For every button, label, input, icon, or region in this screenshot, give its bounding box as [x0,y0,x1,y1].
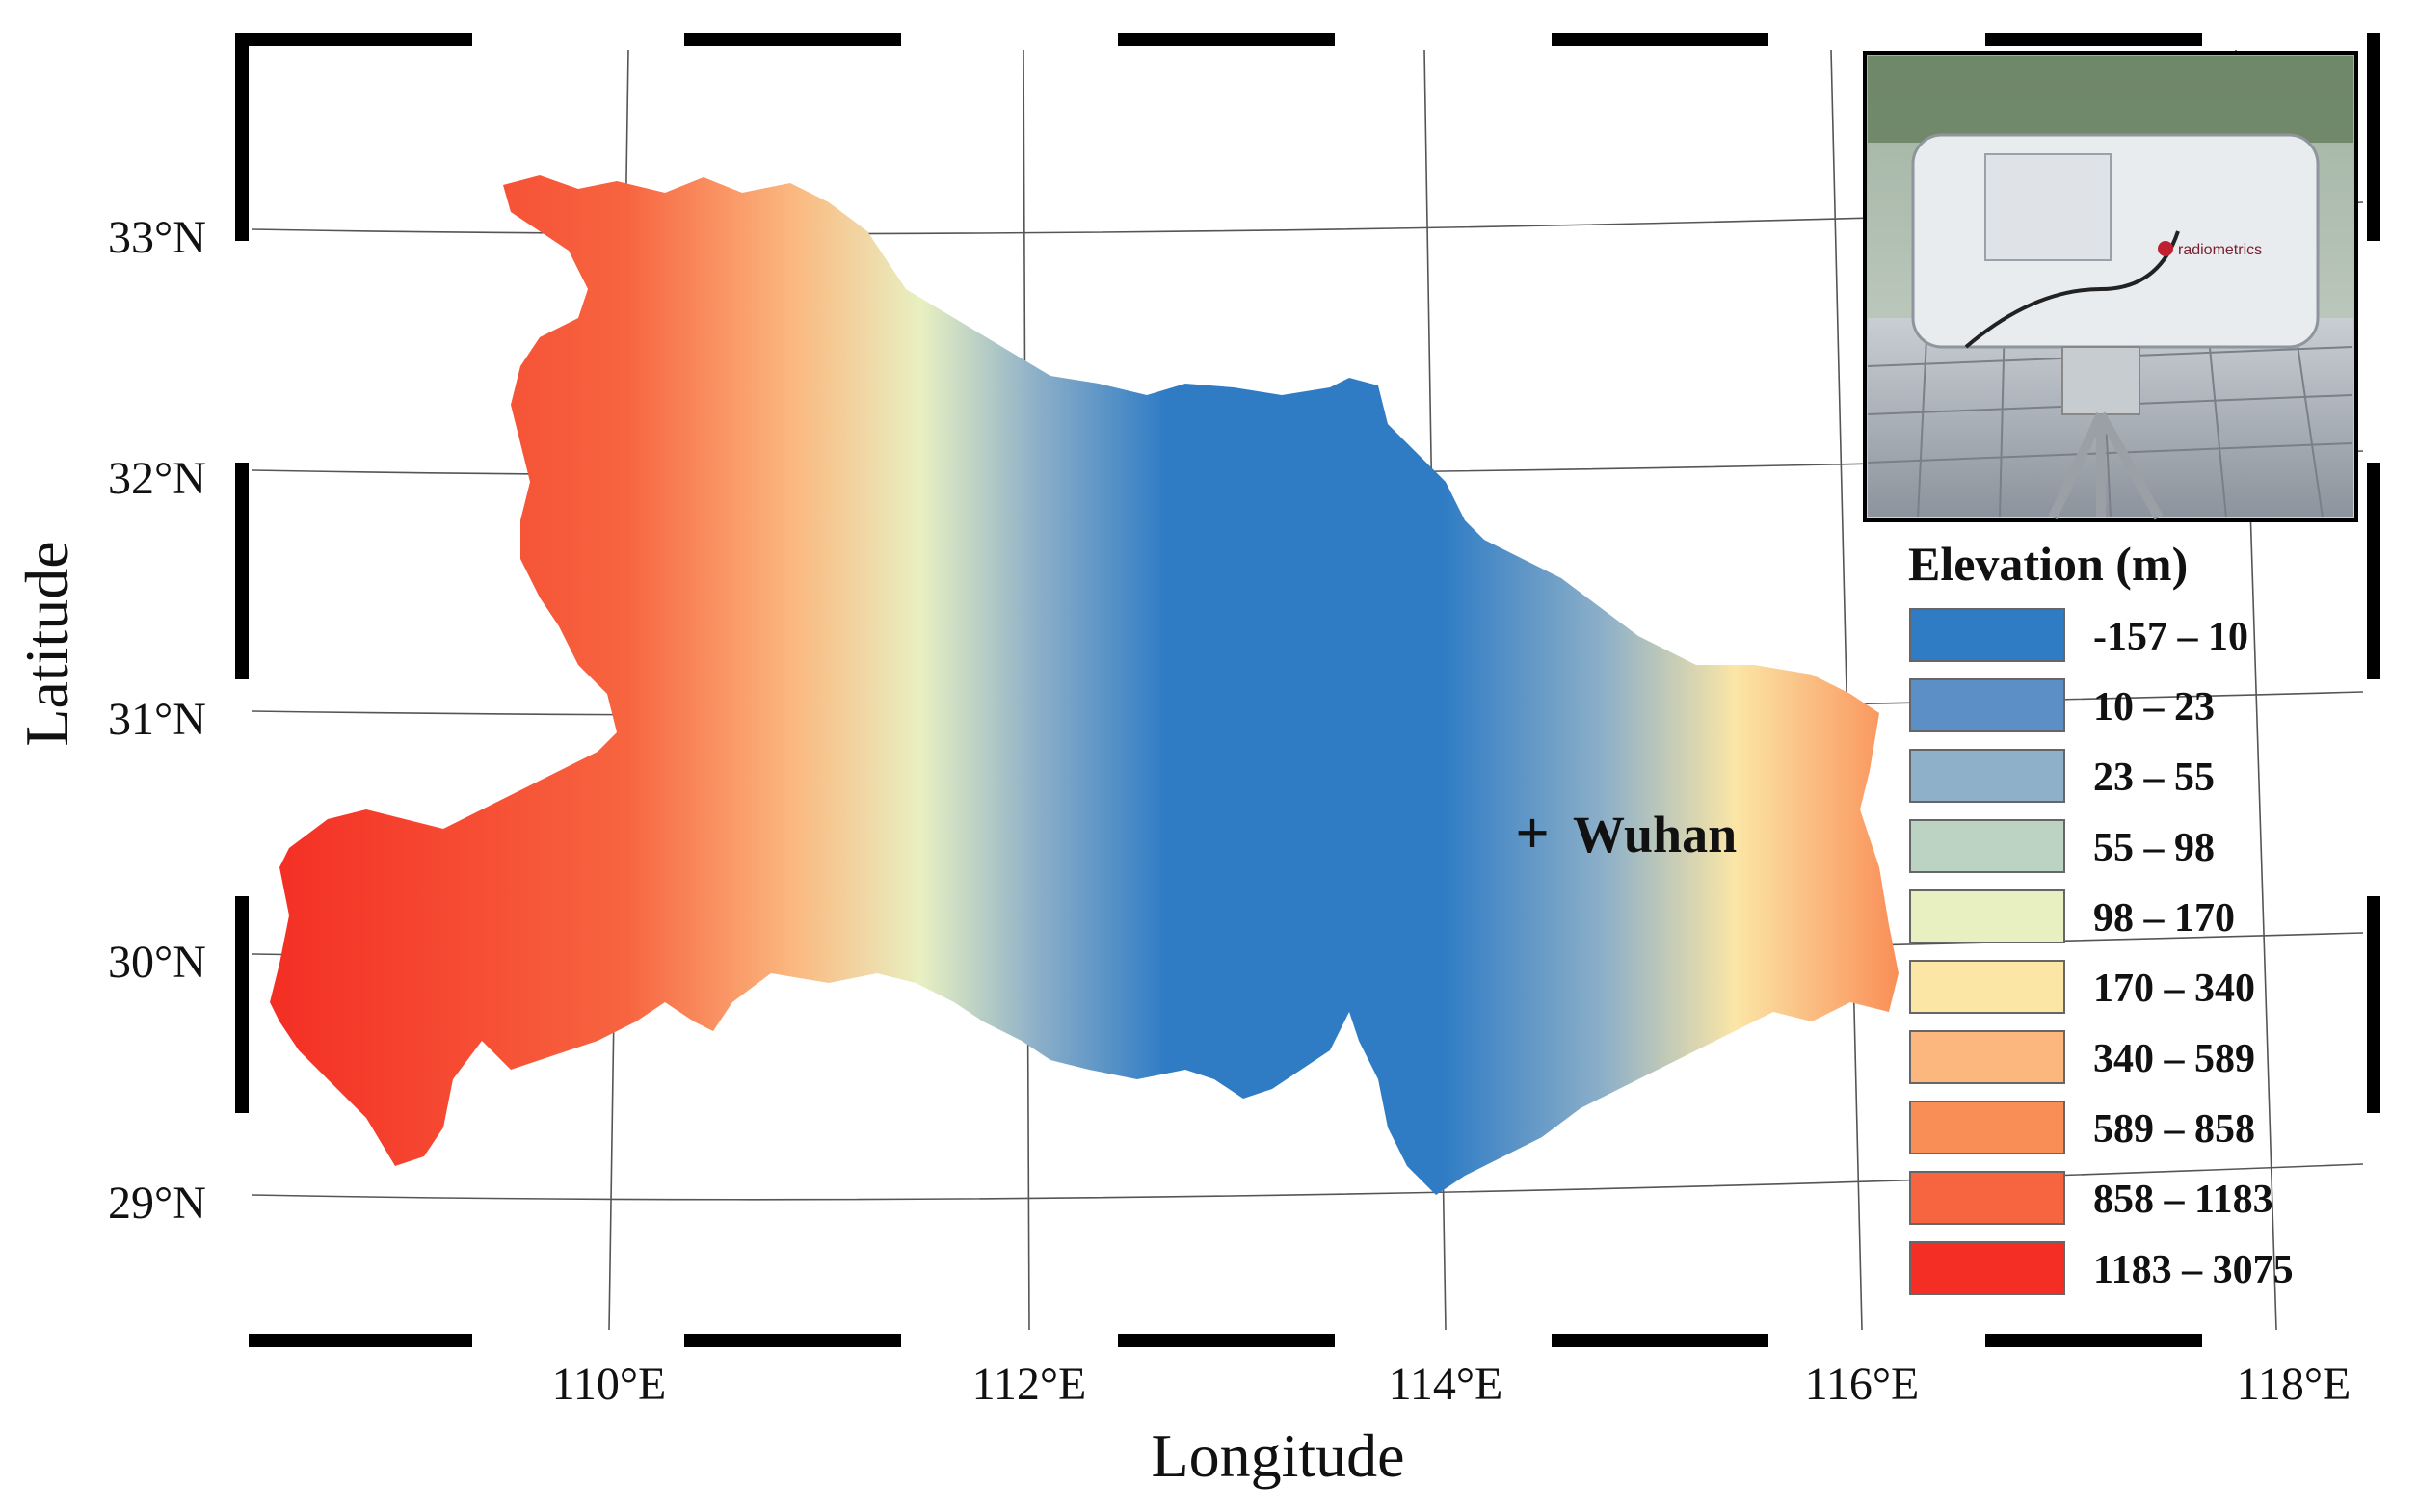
frame-tick-segment [246,1334,472,1347]
legend-swatch [1909,1241,2065,1295]
frame-tick-segment [684,33,901,46]
legend-swatch [1909,1030,2065,1084]
frame-tick-segment [1335,33,1552,46]
legend-swatch [1909,608,2065,662]
legend-label: 1183 – 3075 [2093,1248,2294,1292]
frame-tick-segment [2202,33,2370,46]
frame-tick-segment [901,33,1118,46]
legend-label: -157 – 10 [2093,615,2248,659]
inset-brand-text: radiometrics [2178,242,2262,258]
hubei-elevation-area [270,175,1899,1195]
frame-tick-segment [1118,1334,1335,1347]
legend-label: 340 – 589 [2093,1037,2255,1081]
wuhan-marker-icon: + [1515,801,1549,866]
frame-tick-segment [901,1334,1118,1347]
legend-label: 170 – 340 [2093,967,2255,1011]
legend-swatch [1909,1101,2065,1154]
lon-tick-116: 116°E [1805,1359,1920,1410]
lon-tick-110: 110°E [552,1359,667,1410]
wuhan-label: Wuhan [1573,806,1737,863]
legend-swatch [1909,889,2065,943]
frame-border-ticks [235,33,2380,1347]
frame-tick-segment [235,33,249,241]
frame-tick-segment [1118,33,1335,46]
frame-tick-segment [2367,33,2380,241]
frame-tick-segment [1985,1334,2202,1347]
elevation-legend: -157 – 10 10 – 23 23 – 55 55 – 98 98 – 170 17… [1909,608,2294,1295]
frame-tick-segment [246,33,472,46]
frame-tick-segment [235,896,249,1113]
frame-tick-segment [1552,33,1768,46]
frame-tick-segment [235,241,249,463]
radiometer-body [1911,133,2320,349]
x-axis-title: Longitude [1151,1421,1404,1490]
frame-tick-segment [2367,679,2380,896]
frame-tick-segment [1768,33,1985,46]
lon-tick-118: 118°E [2237,1359,2352,1410]
y-axis-title: Latitude [13,541,81,746]
legend-swatch [1909,678,2065,732]
lon-tick-112: 112°E [972,1359,1087,1410]
frame-tick-segment [684,1334,901,1347]
lat-tick-29: 29°N [108,1178,206,1229]
frame-tick-segment [235,1113,249,1347]
frame-tick-segment [235,679,249,896]
legend-label: 23 – 55 [2093,756,2215,800]
lat-tick-30: 30°N [108,937,206,988]
frame-tick-segment [1985,33,2202,46]
frame-tick-segment [1552,1334,1768,1347]
legend-label: 589 – 858 [2093,1107,2255,1152]
legend-label: 858 – 1183 [2093,1178,2273,1222]
frame-tick-segment [472,33,684,46]
legend-label: 10 – 23 [2093,685,2215,729]
lat-tick-31: 31°N [108,694,206,745]
frame-tick-segment [2202,1334,2370,1347]
legend-swatch [1909,1171,2065,1225]
frame-tick-segment [235,463,249,679]
lat-tick-33: 33°N [108,212,206,263]
frame-tick-segment [1768,1334,1985,1347]
legend-swatch [1909,819,2065,873]
legend-label: 98 – 170 [2093,896,2235,941]
legend-title: Elevation (m) [1908,537,2188,591]
frame-tick-segment [2367,241,2380,463]
lat-tick-32: 32°N [108,453,206,504]
frame-tick-segment [472,1334,684,1347]
frame-tick-segment [2367,896,2380,1113]
legend-swatch [1909,749,2065,803]
inset-photo: radiometrics [1863,51,2358,522]
frame-tick-segment [1335,1334,1552,1347]
frame-tick-segment [2367,1113,2380,1347]
brand-logo-icon [2158,241,2173,256]
legend-label: 55 – 98 [2093,826,2215,870]
legend-swatch [1909,960,2065,1014]
lon-tick-114: 114°E [1389,1359,1503,1410]
frame-tick-segment [2367,463,2380,679]
